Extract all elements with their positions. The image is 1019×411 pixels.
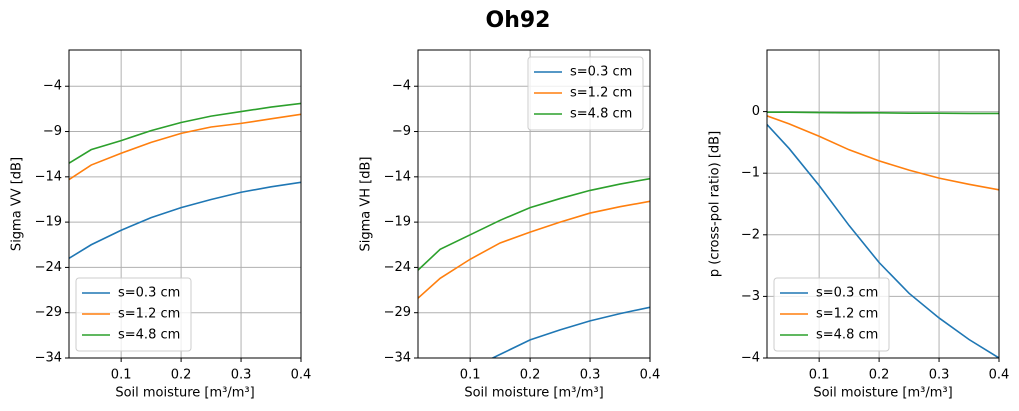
- legend: s=0.3 cm s=1.2 cm s=4.8 cm: [75, 277, 192, 352]
- series-line: [69, 113, 301, 181]
- subplot: 0.1 0.2 0.3 0.4 −34 −29 −24 −19 −14 −9 −4 Soil mois…: [10, 49, 312, 401]
- x-tick-label: 0.4: [291, 368, 312, 383]
- series-line: [69, 102, 301, 164]
- y-axis-label: p (cross-pol ratio) [dB]: [708, 131, 723, 277]
- x-tick-label: 0.2: [869, 368, 890, 383]
- y-tick-label: −9: [392, 124, 411, 139]
- y-tick-label: −14: [35, 169, 62, 184]
- legend-frame: [75, 277, 192, 352]
- series-line: [767, 123, 999, 358]
- legend-label: s=1.2 cm: [570, 86, 632, 101]
- x-tick-label: 0.1: [460, 368, 481, 383]
- legend-label: s=4.8 cm: [816, 328, 878, 343]
- y-axis-label: Sigma VV [dB]: [10, 157, 25, 251]
- figure-title: Oh92: [486, 8, 551, 33]
- x-axis-label: Soil moisture [m³/m³]: [115, 386, 254, 401]
- legend-label: s=0.3 cm: [816, 286, 878, 301]
- y-tick-label: −34: [384, 351, 411, 366]
- y-tick-label: −4: [741, 351, 760, 366]
- series-line: [69, 181, 301, 260]
- legend-label: s=4.8 cm: [570, 107, 632, 122]
- y-tick-label: −24: [384, 260, 411, 275]
- subplot: 0.1 0.2 0.3 0.4 −4 −3 −2 −1 0 Soil moisture [m³/m…: [708, 49, 1010, 401]
- y-tick-label: −19: [35, 215, 62, 230]
- x-tick-label: 0.4: [989, 368, 1010, 383]
- axes-frame: [417, 49, 651, 359]
- legend: s=0.3 cm s=1.2 cm s=4.8 cm: [773, 277, 890, 352]
- legend-label: s=4.8 cm: [118, 328, 180, 343]
- y-tick-label: −4: [43, 79, 62, 94]
- y-tick-label: −1: [741, 166, 760, 181]
- y-tick-label: −19: [384, 215, 411, 230]
- y-tick-label: −29: [384, 305, 411, 320]
- legend-frame: [773, 277, 890, 352]
- x-tick-label: 0.1: [809, 368, 830, 383]
- axes-frame: [766, 49, 1000, 359]
- y-tick-label: −34: [35, 351, 62, 366]
- y-tick-label: 0: [752, 104, 760, 119]
- x-tick-label: 0.4: [640, 368, 661, 383]
- subplot: 0.1 0.2 0.3 0.4 −34 −29 −24 −19 −14 −9 −4 Soil mois…: [359, 49, 661, 401]
- y-axis-label: Sigma VH [dB]: [359, 157, 374, 252]
- series-line: [767, 115, 999, 191]
- y-tick-label: −24: [35, 260, 62, 275]
- legend-label: s=1.2 cm: [118, 307, 180, 322]
- axes-frame: [68, 49, 302, 359]
- y-tick-label: −14: [384, 169, 411, 184]
- legend-frame: [527, 56, 644, 131]
- y-tick-label: −4: [392, 79, 411, 94]
- legend-label: s=0.3 cm: [570, 65, 632, 80]
- legend-label: s=0.3 cm: [118, 286, 180, 301]
- series-line: [418, 200, 650, 299]
- x-tick-label: 0.2: [171, 368, 192, 383]
- x-tick-label: 0.3: [580, 368, 601, 383]
- x-tick-label: 0.3: [929, 368, 950, 383]
- x-tick-label: 0.1: [111, 368, 132, 383]
- y-tick-label: −9: [43, 124, 62, 139]
- legend: s=0.3 cm s=1.2 cm s=4.8 cm: [527, 56, 644, 131]
- series-line: [767, 111, 999, 115]
- series-line: [418, 177, 650, 271]
- y-tick-label: −29: [35, 305, 62, 320]
- y-tick-label: −3: [741, 289, 760, 304]
- x-tick-label: 0.3: [231, 368, 252, 383]
- series-line: [490, 306, 650, 358]
- x-tick-label: 0.2: [520, 368, 541, 383]
- legend-label: s=1.2 cm: [816, 307, 878, 322]
- x-axis-label: Soil moisture [m³/m³]: [464, 386, 603, 401]
- x-axis-label: Soil moisture [m³/m³]: [813, 386, 952, 401]
- y-tick-label: −2: [741, 227, 760, 242]
